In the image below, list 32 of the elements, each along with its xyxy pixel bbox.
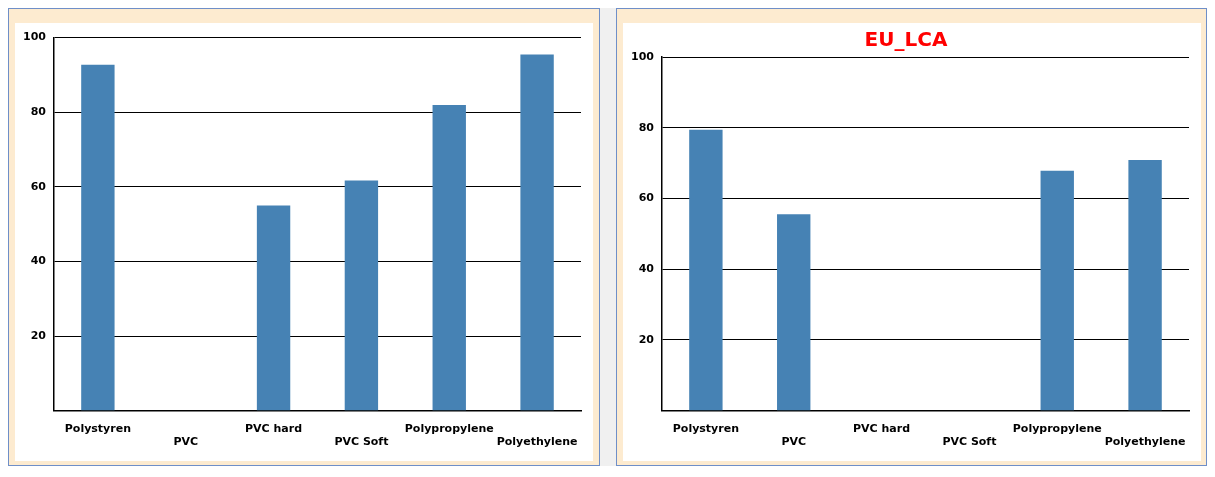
x-tick-label: Polypropylene — [1012, 422, 1102, 436]
x-tick-label: PVC hard — [245, 422, 303, 436]
bar — [256, 205, 291, 411]
y-tick-label: 40 — [30, 254, 47, 268]
chart-title: EU_LCA — [864, 27, 948, 52]
y-tick-label: 100 — [630, 49, 654, 63]
y-tick-label: 100 — [22, 30, 47, 44]
x-tick-label: Polystyren — [64, 422, 132, 436]
x-tick-label: PVC Soft — [334, 435, 389, 449]
x-tick-label: Polystyren — [672, 422, 739, 436]
y-tick-label: 20 — [638, 332, 654, 346]
y-tick-label: 80 — [30, 105, 47, 119]
bar — [1040, 170, 1074, 411]
y-tick-label: 60 — [30, 179, 47, 193]
x-tick-label: PVC Soft — [941, 435, 996, 449]
bar — [344, 180, 379, 411]
y-tick-label: 80 — [638, 120, 654, 134]
x-tick-label: Polypropylene — [404, 422, 494, 436]
y-tick-label: 60 — [638, 191, 654, 205]
bar — [688, 129, 723, 411]
x-tick-label: Polyethylene — [1104, 435, 1185, 449]
x-tick-label: PVC — [173, 435, 199, 449]
x-tick-label: Polyethylene — [496, 435, 578, 449]
bar — [1127, 159, 1162, 411]
bar — [520, 54, 554, 411]
bar — [776, 214, 810, 411]
x-tick-label: PVC — [780, 435, 806, 449]
x-tick-label: PVC hard — [852, 422, 910, 436]
y-tick-label: 20 — [30, 328, 47, 342]
bar — [432, 105, 466, 411]
y-tick-label: 40 — [638, 262, 654, 276]
bar — [81, 64, 115, 411]
